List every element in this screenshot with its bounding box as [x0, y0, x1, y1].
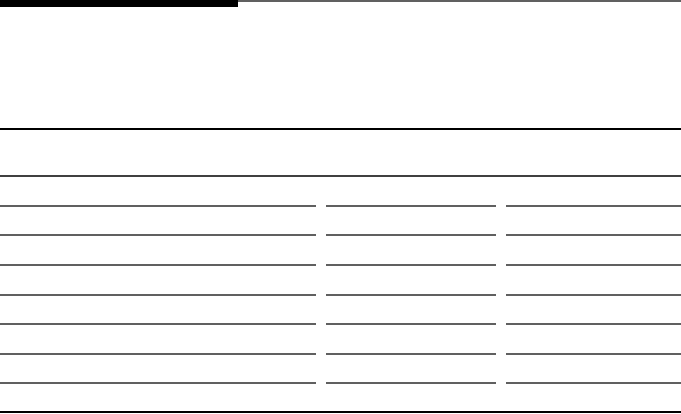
header-bar: [0, 0, 238, 7]
row-rules: [0, 205, 681, 384]
